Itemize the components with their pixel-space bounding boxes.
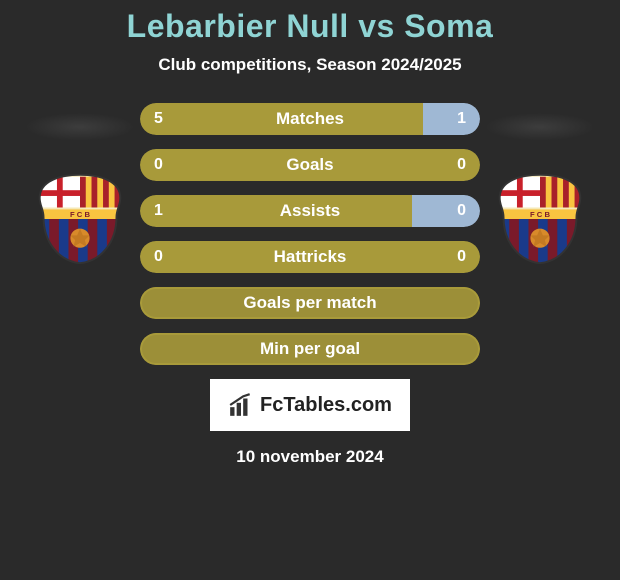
club-crest-left: F C B	[32, 171, 128, 272]
fcb-crest-icon: F C B	[32, 171, 128, 267]
stat-row: 00Hattricks	[140, 241, 480, 273]
stat-label: Min per goal	[140, 339, 480, 359]
stat-label: Assists	[140, 201, 480, 221]
club-crest-right: F C B	[492, 171, 588, 272]
stat-label: Goals	[140, 155, 480, 175]
svg-text:F C B: F C B	[530, 210, 550, 219]
player-shadow	[485, 113, 595, 141]
stat-row: 51Matches	[140, 103, 480, 135]
comparison-card: Lebarbier Null vs Soma Club competitions…	[0, 0, 620, 467]
stat-label: Hattricks	[140, 247, 480, 267]
stat-row: Min per goal	[140, 333, 480, 365]
stat-label: Matches	[140, 109, 480, 129]
stat-row: Goals per match	[140, 287, 480, 319]
chart-icon	[228, 392, 254, 418]
stat-label: Goals per match	[140, 293, 480, 313]
fcb-crest-icon: F C B	[492, 171, 588, 267]
subtitle: Club competitions, Season 2024/2025	[0, 55, 620, 75]
svg-text:F C B: F C B	[70, 210, 90, 219]
logo-text: FcTables.com	[260, 394, 392, 417]
source-logo: FcTables.com	[210, 379, 410, 431]
stat-row: 10Assists	[140, 195, 480, 227]
stat-bars: 51Matches 00Goals 10Assists 00Hattricks Goal…	[140, 103, 480, 365]
left-player-col: F C B	[20, 103, 140, 272]
stats-area: F C B 51Matches00Goals10A	[0, 103, 620, 365]
date-text: 10 november 2024	[0, 447, 620, 467]
right-player-col: F C B	[480, 103, 600, 272]
stat-row: 00Goals	[140, 149, 480, 181]
page-title: Lebarbier Null vs Soma	[0, 8, 620, 45]
player-shadow	[25, 113, 135, 141]
